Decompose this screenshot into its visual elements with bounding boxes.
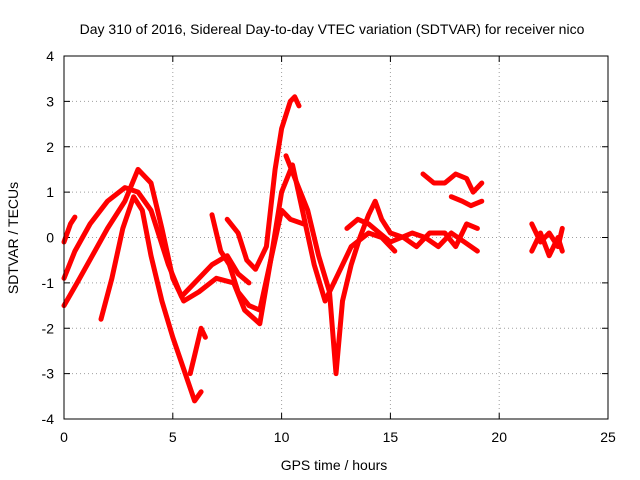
chart-title: Day 310 of 2016, Sidereal Day-to-day VTE… xyxy=(80,21,585,37)
series-sat-g xyxy=(224,94,302,272)
series-sat-i xyxy=(344,216,480,254)
series-sat-h xyxy=(283,153,480,377)
x-tick-label: 20 xyxy=(491,429,507,445)
x-tick-label: 5 xyxy=(169,429,177,445)
y-tick-label: -1 xyxy=(42,275,55,291)
x-tick-label: 15 xyxy=(383,429,399,445)
series-sat-d xyxy=(187,325,208,377)
y-tick-label: 2 xyxy=(46,139,54,155)
y-axis: -4 -3 -2 -1 0 1 2 3 4 xyxy=(42,48,608,427)
y-axis-label: SDTVAR / TECUs xyxy=(5,182,21,294)
series-sat-c xyxy=(98,194,204,404)
y-tick-label: -3 xyxy=(42,366,55,382)
y-tick-label: 3 xyxy=(46,93,54,109)
series-sat-e xyxy=(61,214,78,245)
series-sat-m xyxy=(529,230,565,259)
data-series xyxy=(61,94,565,404)
x-tick-label: 25 xyxy=(600,429,616,445)
y-tick-label: -2 xyxy=(42,320,55,336)
y-tick-label: 1 xyxy=(46,184,54,200)
series-sat-f xyxy=(209,207,306,313)
y-tick-label: -4 xyxy=(42,411,55,427)
x-axis: 0 5 10 15 20 25 xyxy=(60,56,616,445)
x-axis-label: GPS time / hours xyxy=(281,457,388,473)
x-tick-label: 0 xyxy=(60,429,68,445)
series-sat-k xyxy=(448,194,485,209)
plot-frame xyxy=(63,55,609,420)
y-tick-label: 0 xyxy=(46,230,54,246)
x-tick-label: 10 xyxy=(274,429,290,445)
series-sat-j xyxy=(420,171,485,195)
y-tick-label: 4 xyxy=(46,48,54,64)
